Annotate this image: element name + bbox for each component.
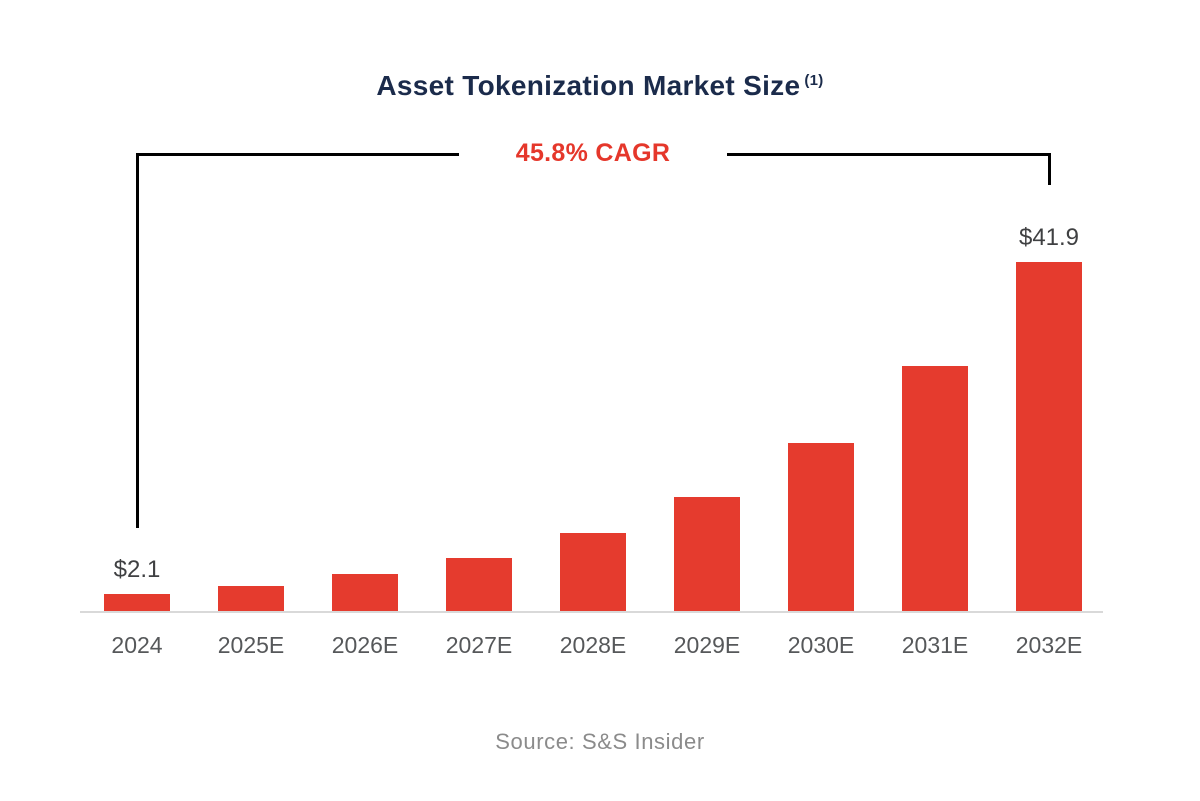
chart-title: Asset Tokenization Market Size (1) <box>0 70 1200 102</box>
x-tick-label: 2031E <box>901 632 969 658</box>
cagr-bracket-left-vertical <box>136 153 139 528</box>
x-tick-label: 2032E <box>1015 632 1083 658</box>
cagr-bracket-right-vertical <box>1048 153 1051 185</box>
cagr-annotation: 45.8% CAGR <box>515 139 671 167</box>
bar-2027e <box>446 558 512 612</box>
title-superscript: (1) <box>804 72 824 89</box>
x-tick-label: 2028E <box>559 632 627 658</box>
bar-2032e <box>1016 262 1082 612</box>
x-tick-label: 2024 <box>111 632 163 658</box>
x-tick-label: 2029E <box>673 632 741 658</box>
bar-2030e <box>788 443 854 612</box>
x-axis-line <box>80 611 1103 613</box>
x-tick-label: 2030E <box>787 632 855 658</box>
bar-value-label: $2.1 <box>113 556 161 583</box>
x-tick-label: 2027E <box>445 632 513 658</box>
bar-2029e <box>674 497 740 612</box>
chart-title-text: Asset Tokenization Market Size <box>376 70 801 101</box>
cagr-bracket-left-horizontal <box>136 153 459 156</box>
x-tick-label: 2025E <box>217 632 285 658</box>
bar-value-label: $41.9 <box>1018 224 1080 251</box>
bar-2028e <box>560 533 626 612</box>
cagr-bracket-right-horizontal <box>727 153 1051 156</box>
source-note: Source: S&S Insider <box>495 729 705 754</box>
bar-2031e <box>902 366 968 612</box>
bar-2024 <box>104 594 170 612</box>
bar-2025e <box>218 586 284 612</box>
x-tick-label: 2026E <box>331 632 399 658</box>
bar-2026e <box>332 574 398 612</box>
